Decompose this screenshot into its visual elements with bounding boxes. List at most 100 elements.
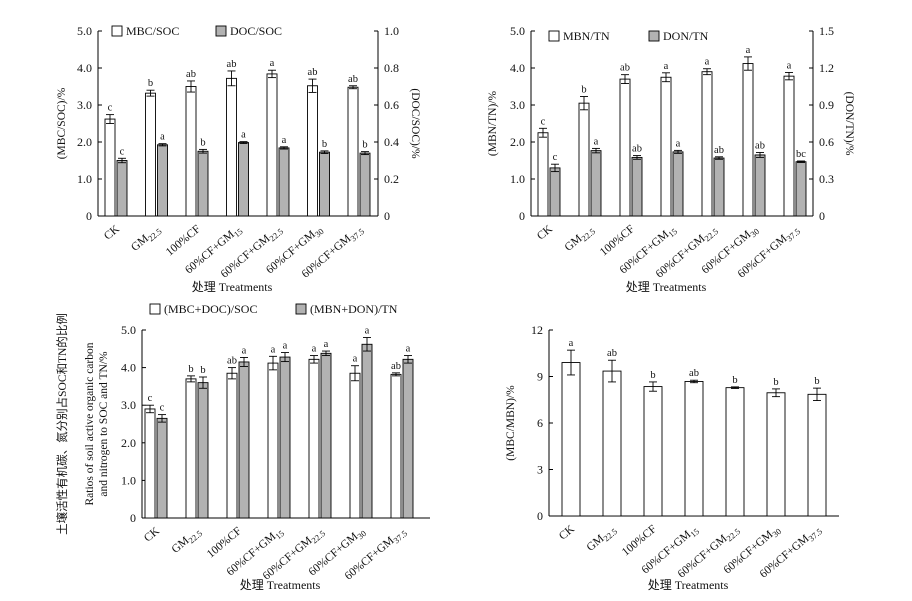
significance-letter: b [732, 375, 737, 386]
y2-axis-title: (DON/TN)/% [843, 92, 855, 156]
significance-letter: b [148, 78, 153, 89]
significance-letter: ab [714, 145, 724, 156]
y-tick-label: 9 [537, 370, 543, 384]
x-tick-label: 100%CF [620, 523, 659, 558]
x-tick-label: GM22.5 [170, 525, 205, 557]
significance-letter: a [406, 344, 411, 355]
y-tick-label: 4.0 [510, 61, 525, 75]
bar [156, 417, 168, 519]
x-tick-label: CK [142, 525, 162, 545]
y2-tick-label: 1.5 [819, 24, 834, 38]
chart-panel-4: 036912(MBC/MBN)/%aCKabGM22.5b100%CFab60%… [505, 323, 839, 592]
y2-tick-label: 1.2 [819, 61, 834, 75]
y-tick-label: 5.0 [77, 24, 92, 38]
bar [643, 386, 663, 517]
x-tick-label: 100%CF [598, 223, 637, 258]
y-tick-label: 0 [130, 511, 136, 525]
y-tick-label: 1.0 [77, 172, 92, 186]
bar [713, 157, 725, 217]
bar [308, 358, 320, 519]
bar [631, 156, 643, 217]
bar [402, 358, 414, 519]
y-tick-label: 0 [86, 209, 92, 223]
significance-letter: a [282, 135, 287, 146]
x-axis-title: 处理 Treatments [648, 578, 729, 592]
bar [783, 75, 795, 217]
legend-label: (MBN+DON)/TN [310, 302, 398, 316]
legend-label: MBC/SOC [126, 24, 179, 38]
legend-label: MBN/TN [563, 29, 610, 43]
significance-letter: a [569, 338, 574, 349]
significance-letter: b [362, 140, 367, 151]
significance-letter: b [200, 365, 205, 376]
significance-letter: a [312, 344, 317, 355]
y2-tick-label: 0.2 [384, 172, 399, 186]
significance-letter: b [581, 84, 586, 95]
legend-swatch [648, 30, 660, 42]
x-tick-label: GM22.5 [563, 223, 598, 255]
bar [238, 361, 250, 519]
significance-letter: c [553, 152, 558, 163]
x-axis-title: 处理 Treatments [626, 280, 707, 294]
x-tick-label: CK [102, 223, 122, 243]
chart-panel-1: 0 1.0 2.0 3.0 4.0 5.0 0 0.2 0.4 0.6 0.8 1.0 (MBC/SOC… [56, 24, 421, 294]
y-axis-title-en-2: and nitrogen to SOC and TN/% [98, 351, 110, 497]
x-tick-label: 100%CF [164, 223, 203, 258]
significance-letter: a [160, 132, 165, 143]
x-axis-title: 处理 Treatments [192, 280, 273, 294]
bar [561, 362, 581, 517]
y-tick-label: 2.0 [77, 135, 92, 149]
y2-tick-label: 0 [819, 209, 825, 223]
legend-swatch [111, 25, 123, 37]
x-tick-label: CK [535, 223, 555, 243]
y-tick-label: 3.0 [510, 98, 525, 112]
y2-tick-label: 0.9 [819, 98, 834, 112]
x-tick-label: GM22.5 [585, 523, 620, 555]
significance-letter: a [270, 58, 275, 69]
bar [116, 160, 128, 217]
significance-letter: a [664, 61, 669, 72]
bar [766, 392, 786, 517]
significance-letter: ab [186, 69, 196, 80]
y2-tick-label: 0.4 [384, 135, 399, 149]
bar [145, 92, 156, 217]
legend-label: DON/TN [663, 29, 709, 43]
y-axis-title-en-1: Ratios of soil active organic carbon [84, 342, 96, 505]
y2-axis-title: (DOC/SOC)/% [409, 88, 421, 159]
significance-letter: ab [689, 368, 699, 379]
bar [266, 73, 278, 217]
x-axis-title: 处理 Treatments [240, 578, 321, 592]
y2-tick-label: 0.6 [819, 135, 834, 149]
significance-letter: a [353, 354, 358, 365]
y2-tick-label: 1.0 [384, 24, 399, 38]
bar [197, 150, 209, 217]
bar [807, 393, 827, 517]
bar [390, 373, 402, 519]
bar [320, 352, 332, 519]
bar [578, 102, 590, 217]
significance-letter: a [676, 138, 681, 149]
x-tick-label: CK [557, 523, 577, 543]
significance-letter: c [160, 403, 165, 414]
bar [238, 142, 249, 217]
bar [185, 378, 197, 519]
y-tick-label: 6 [537, 416, 543, 430]
bar [157, 144, 168, 217]
y-tick-label: 2.0 [121, 436, 136, 450]
significance-letter: ab [632, 144, 642, 155]
y-tick-label: 4.0 [77, 61, 92, 75]
y-tick-label: 4.0 [121, 361, 136, 375]
y-tick-label: 3.0 [121, 398, 136, 412]
bar [307, 85, 318, 217]
significance-letter: bc [796, 149, 806, 160]
y-tick-label: 0 [537, 509, 543, 523]
significance-letter: a [594, 136, 599, 147]
y-tick-label: 12 [531, 323, 543, 337]
significance-letter: a [271, 344, 276, 355]
y-axis-title-cn: 土壤活性有机碳、氮分别占SOC和TN的比例 [55, 313, 69, 535]
significance-letter: b [773, 377, 778, 388]
bar [267, 362, 279, 519]
significance-letter: ab [620, 63, 630, 74]
legend-label: DOC/SOC [230, 24, 282, 38]
significance-letter: c [120, 146, 125, 157]
